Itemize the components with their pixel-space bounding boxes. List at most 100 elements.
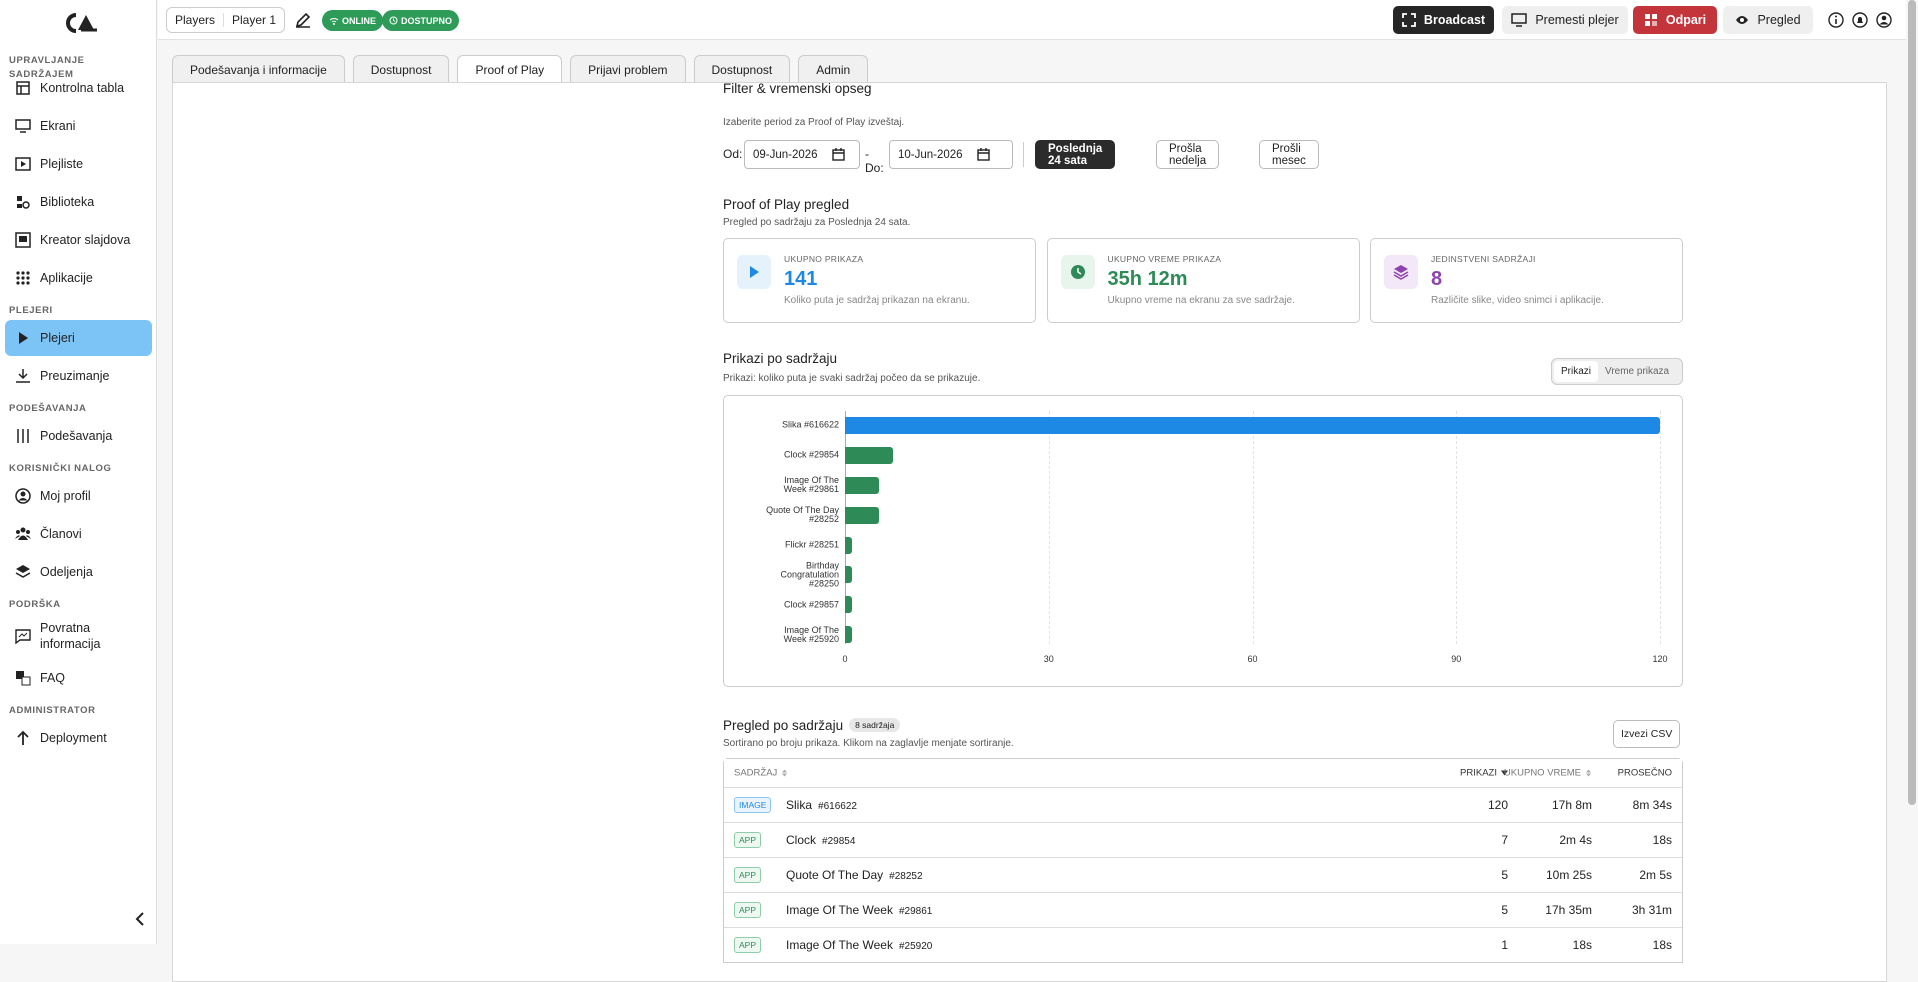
card-icon: [1060, 255, 1095, 289]
nav-item-label: Podešavanja: [40, 429, 113, 443]
x-tick-label: 0: [842, 654, 848, 664]
y-category-label: Quote Of The Day #28252: [766, 505, 839, 525]
column-header[interactable]: PRIKAZI: [1460, 768, 1508, 779]
section-title: Filter & vremenski opseg: [723, 81, 872, 96]
nav-item[interactable]: Deployment: [5, 720, 152, 756]
logo[interactable]: [58, 10, 98, 36]
button-text: Odpari: [1665, 13, 1707, 27]
cell: 18s: [1572, 938, 1592, 952]
name-text: Image Of The Week: [786, 938, 893, 952]
account-icon[interactable]: [1876, 12, 1892, 28]
collapse-button[interactable]: [134, 912, 146, 926]
nav-item[interactable]: Aplikacije: [5, 260, 152, 296]
content-name: Quote Of The Day #28252: [786, 868, 923, 882]
nav-item[interactable]: Biblioteka: [5, 184, 152, 220]
notifications-icon[interactable]: [1852, 12, 1868, 28]
id-text: #616622: [818, 801, 857, 812]
preset-button[interactable]: Prošla nedelja: [1156, 140, 1220, 169]
nav-item-label: Moj profil: [40, 489, 91, 503]
bar: [845, 446, 893, 464]
move-player-button[interactable]: Premesti plejer: [1502, 6, 1628, 34]
export-csv-button[interactable]: Izvezi CSV: [1613, 720, 1681, 748]
cell: 17h 35m: [1545, 903, 1592, 917]
panel: Filter & vremenski opseg Izaberite perio…: [172, 81, 1887, 982]
nav-item[interactable]: Odeljenja: [5, 554, 152, 590]
tab[interactable]: Prijavi problem: [570, 55, 686, 83]
tab[interactable]: Proof of Play: [457, 55, 563, 83]
cell: 1: [1501, 938, 1508, 952]
cell: 3h 31m: [1631, 903, 1672, 917]
name-text: Image Of The Week: [786, 903, 893, 917]
tab[interactable]: Dostupnost: [352, 55, 450, 83]
nav-item[interactable]: Ekrani: [5, 108, 152, 144]
tab[interactable]: Admin: [798, 55, 869, 83]
cell: 120: [1487, 798, 1508, 812]
preset-button[interactable]: Prošli mesec: [1259, 140, 1319, 169]
nav-item[interactable]: FAQ: [5, 660, 152, 696]
column-header[interactable]: PROSEČNO: [1618, 768, 1672, 779]
section-subtitle: Prikazi: koliko puta je svaki sadržaj po…: [723, 373, 981, 384]
nav-item[interactable]: Kreator slajdova: [5, 222, 152, 258]
table-row: APP Image Of The Week #29861 5 17h 35m 3h 31m: [724, 892, 1682, 927]
info-icon[interactable]: [1828, 12, 1844, 28]
grid-line: [1048, 411, 1050, 644]
scrollbar[interactable]: [1908, 0, 1916, 805]
nav-item[interactable]: Preuzimanje: [5, 358, 152, 394]
nav-item[interactable]: Podešavanja: [5, 418, 152, 454]
nav-item-label: Aplikacije: [40, 271, 93, 285]
nav-item[interactable]: Plejeri: [5, 320, 152, 356]
tab[interactable]: Podešavanja i informacije: [172, 55, 345, 83]
x-tick-label: 60: [1247, 654, 1258, 664]
tab[interactable]: Dostupnost: [693, 55, 791, 83]
to-date[interactable]: 10-Jun-2026: [889, 140, 1013, 169]
column-header[interactable]: UKUPNO VREME: [1504, 768, 1592, 779]
breadcrumb-item[interactable]: Players: [175, 13, 216, 27]
cell: 2m 4s: [1559, 833, 1592, 847]
bar: [845, 596, 852, 614]
nav-item-label: Biblioteka: [40, 195, 95, 209]
breadcrumb-item[interactable]: Player 1: [223, 13, 276, 27]
section-title: Proof of Play pregled: [723, 197, 850, 212]
column-header[interactable]: SADRŽAJ: [734, 768, 788, 779]
x-tick-label: 90: [1451, 654, 1462, 664]
column-header-text: SADRŽAJ: [734, 767, 778, 779]
nav-item[interactable]: Članovi: [5, 516, 152, 552]
nav-item[interactable]: Povratna informacija: [5, 614, 152, 658]
cell: 7: [1501, 833, 1508, 847]
section-title: Prikazi po sadržaju: [723, 351, 838, 366]
grid-line: [1252, 411, 1254, 644]
nav-item[interactable]: Moj profil: [5, 478, 152, 514]
broadcast-button[interactable]: Broadcast: [1393, 6, 1494, 34]
unpair-button[interactable]: Odpari: [1633, 6, 1717, 34]
id-text: #25920: [898, 941, 933, 952]
toggle-option[interactable]: Prikazi: [1554, 361, 1599, 382]
from-date[interactable]: 09-Jun-2026: [744, 140, 860, 169]
content-name: Clock #29854: [786, 833, 855, 847]
section-subtitle: Izaberite period za Proof of Play izvešt…: [723, 117, 905, 128]
nav-section-title: KORISNIČKI NALOG: [9, 463, 112, 474]
toggle-option[interactable]: Vreme prikaza: [1605, 366, 1670, 377]
cell: 17h 8m: [1551, 798, 1592, 812]
y-category-label: Birthday Congratulation #28250: [780, 560, 839, 589]
nav: UPRAVLJANJE SADRŽAJEM Kontrolna tabla Ekra…: [0, 54, 157, 758]
card-label: JEDINSTVENI SADRŽAJI: [1431, 254, 1536, 264]
nav-item-label: Članovi: [40, 527, 82, 541]
nav-item[interactable]: Plejliste: [5, 146, 152, 182]
status-badge: ONLINE: [322, 10, 384, 31]
card-value: 141: [784, 268, 818, 290]
bar: [845, 626, 852, 644]
topbar: Players Player 1 ONLINE DOSTUPNO Broadca…: [158, 0, 1906, 40]
nav-item[interactable]: Kontrolna tabla: [5, 70, 152, 106]
content-name: Image Of The Week #25920: [786, 938, 932, 952]
button-text: Pregled: [1757, 13, 1801, 27]
nav-item-label: FAQ: [40, 671, 66, 685]
preview-button[interactable]: Pregled: [1723, 6, 1813, 34]
y-category-label: Image Of The Week #25920: [783, 624, 839, 644]
nav-item-label: Plejeri: [40, 331, 75, 345]
edit-icon[interactable]: [295, 12, 311, 28]
cell: 18s: [1652, 833, 1672, 847]
nav-item-label: Kontrolna tabla: [40, 81, 125, 95]
sidebar: UPRAVLJANJE SADRŽAJEM Kontrolna tabla Ekra…: [0, 0, 157, 944]
nav-section-title: PODEŠAVANJA: [9, 403, 87, 414]
preset-button[interactable]: Poslednja 24 sata: [1035, 140, 1116, 169]
